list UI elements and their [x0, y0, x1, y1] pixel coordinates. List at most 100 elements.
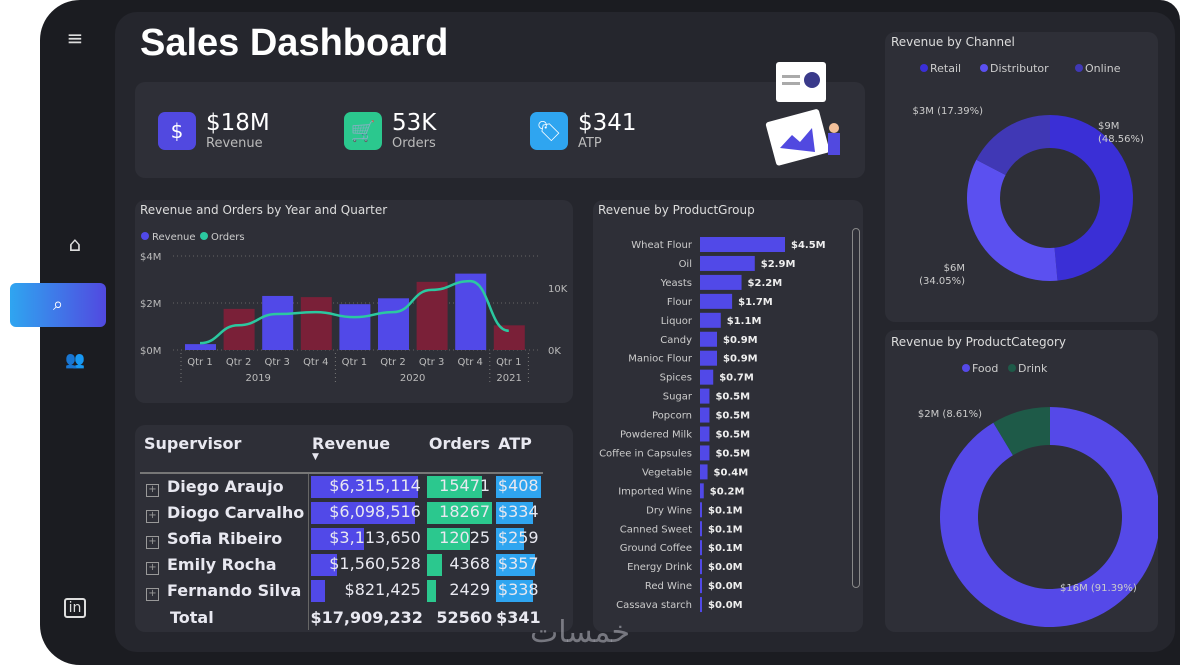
revenue-databar: [310, 502, 415, 524]
orders-value: 2429: [449, 580, 491, 599]
x-tick: Qtr 2: [226, 357, 251, 368]
table-row[interactable]: + Fernando Silva $821,425 2429 $338: [140, 578, 543, 604]
category-label: Wheat Flour: [631, 240, 693, 251]
revenue-bar: [493, 325, 525, 350]
watermark: خمسات: [530, 615, 631, 650]
data-label: $1.7M: [738, 297, 773, 308]
productgroup-bar: [700, 502, 702, 518]
kpi-card: [135, 82, 865, 178]
productgroup-bar: [700, 237, 785, 252]
productgroup-bar: [700, 464, 708, 480]
x-tick: Qtr 1: [342, 357, 367, 368]
revenue-bar: [339, 304, 371, 350]
kpi-value: $341: [578, 110, 637, 136]
productgroup-chart: Wheat Flour $4.5M Oil $2.9M Yeasts $2.2M Flour…: [599, 237, 826, 613]
data-label: $0.1M: [708, 505, 743, 516]
legend-orders: Orders: [211, 232, 245, 243]
data-label: $2.2M: [748, 278, 783, 289]
supervisor-name: Fernando Silva: [167, 581, 302, 600]
x-tick: Qtr 4: [457, 357, 482, 368]
orders-value: 15471: [439, 476, 491, 495]
linkedin-icon[interactable]: in: [60, 598, 90, 618]
data-label: $0.0M: [708, 600, 743, 611]
sort-desc-icon[interactable]: ▼: [312, 452, 319, 462]
data-label: $0.5M: [715, 448, 750, 459]
expand-icon[interactable]: +: [146, 536, 159, 549]
kpi-label: Revenue: [206, 136, 263, 151]
table-row[interactable]: + Emily Rocha $1,560,528 4368 $357: [140, 552, 543, 578]
report-icon[interactable]: ⌕: [10, 283, 106, 327]
data-label: $0.4M: [714, 467, 749, 478]
column-header-atp[interactable]: ATP: [498, 434, 532, 453]
atp-databar: [496, 528, 525, 550]
atp-databar: [496, 502, 533, 524]
total-label: Total: [140, 604, 309, 630]
revenue-value: $6,098,516: [329, 502, 421, 521]
column-header-orders[interactable]: Orders: [428, 434, 491, 453]
table-row[interactable]: + Sofia Ribeiro $3,113,650 12025 $259: [140, 526, 543, 552]
orders-line: [199, 279, 510, 345]
y-tick: $0M: [140, 346, 161, 357]
data-label: $16M (91.39%): [1060, 583, 1137, 594]
category-label: Oil: [679, 259, 692, 270]
expand-icon[interactable]: +: [146, 510, 159, 523]
total-row: Total $17,909,232 52560 $341: [140, 604, 543, 630]
atp-value: $259: [497, 528, 539, 547]
category-label: Spices: [660, 373, 692, 384]
productgroup-bar: [700, 274, 742, 290]
category-label: Manioc Flour: [628, 354, 693, 365]
category-label: Candy: [660, 335, 692, 346]
people-icon[interactable]: 👥: [65, 350, 85, 369]
category-label: Canned Sweet: [620, 524, 692, 535]
revenue-value: $821,425: [344, 580, 421, 599]
data-label: $1.1M: [727, 316, 762, 327]
legend-food: Food: [972, 362, 998, 375]
legend-revenue: Revenue: [152, 232, 196, 243]
data-label: $0.7M: [719, 373, 754, 384]
revenue-bar: [262, 295, 294, 350]
orders-databar: [426, 554, 443, 576]
donut-slice-food: [940, 407, 1158, 627]
column-header-supervisor[interactable]: Supervisor: [144, 434, 242, 453]
total-revenue: $17,909,232: [310, 607, 423, 627]
atp-databar: [496, 476, 541, 498]
productgroup-bar: [700, 597, 702, 613]
category-label: Dry Wine: [646, 505, 692, 516]
expand-icon[interactable]: +: [146, 562, 159, 575]
table-row[interactable]: + Diogo Carvalho $6,098,516 18267 $334: [140, 500, 543, 526]
kpi-label: ATP: [578, 136, 602, 151]
total-atp: $341: [496, 607, 541, 627]
supervisor-table: Supervisor Revenue ▼ Orders ATP + Diego Araujo…: [140, 432, 543, 630]
data-label: $0.5M: [715, 392, 750, 403]
atp-databar: [496, 554, 536, 576]
kpi-label: Orders: [392, 136, 436, 151]
table-row[interactable]: + Diego Araujo $6,315,114 15471 $408: [140, 472, 543, 500]
column-header-revenue[interactable]: Revenue ▼: [308, 432, 425, 473]
revenue-databar: [310, 476, 419, 498]
legend-dot: [920, 64, 928, 72]
supervisor-name: Emily Rocha: [167, 555, 277, 574]
filter-icon[interactable]: ≡: [66, 26, 84, 50]
x-tick: Qtr 2: [380, 357, 405, 368]
dollar-icon: $: [158, 111, 196, 150]
donut-slice-retail: [1050, 115, 1133, 281]
x-tick: Qtr 3: [264, 357, 289, 368]
legend-online: Online: [1085, 62, 1121, 75]
data-label: $0.0M: [708, 562, 743, 573]
x-tick: Qtr 1: [496, 357, 521, 368]
scrollbar[interactable]: [852, 228, 860, 588]
home-icon[interactable]: ⌂: [68, 232, 82, 256]
expand-icon[interactable]: +: [146, 484, 159, 497]
orders-databar: [426, 476, 483, 498]
donut-slice-online: [976, 115, 1050, 175]
atp-value: $334: [497, 502, 539, 521]
revenue-databar: [310, 580, 325, 602]
chart-title: Revenue by ProductGroup: [598, 203, 755, 217]
data-label: $2M (8.61%): [918, 409, 982, 420]
data-label: $6M: [944, 263, 965, 274]
data-label: $0.9M: [723, 335, 758, 346]
total-orders: 52560: [436, 607, 493, 627]
productgroup-bar: [700, 312, 721, 328]
y-tick: $2M: [140, 299, 161, 310]
expand-icon[interactable]: +: [146, 588, 159, 601]
